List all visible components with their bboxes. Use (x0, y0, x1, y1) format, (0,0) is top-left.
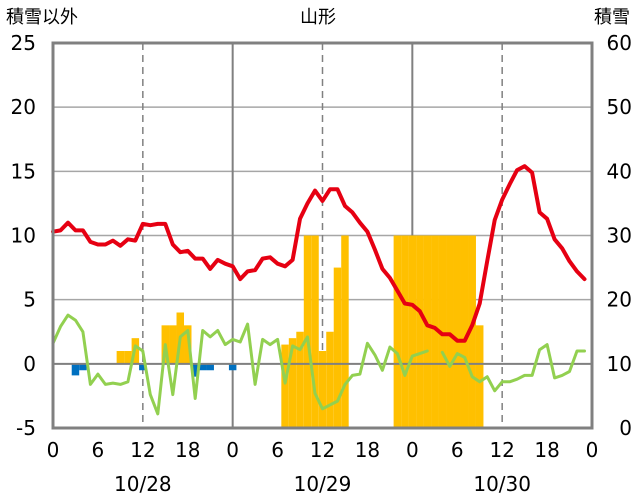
left-axis-tick-label: 20 (11, 95, 36, 119)
precipitation-bar (184, 325, 192, 364)
left-axis-tick-label: 15 (11, 159, 36, 183)
precipitation-bar (116, 351, 125, 364)
right-axis-tick-label: 60 (607, 31, 632, 55)
precipitation-bar (169, 325, 177, 364)
x-axis-hour-label: 18 (355, 438, 380, 462)
snow-depth-bar (288, 338, 297, 428)
left-axis-tick-label: 0 (23, 352, 36, 376)
right-axis-tick-label: 40 (607, 159, 632, 183)
snow-depth-bar (341, 235, 349, 428)
snow-depth-bar (326, 331, 334, 428)
x-axis-date-label: 10/30 (473, 472, 531, 496)
x-axis-hour-label: 12 (489, 438, 514, 462)
x-axis-hour-label: 0 (226, 438, 239, 462)
x-axis-hour-label: 0 (47, 438, 60, 462)
right-axis-tick-label: 20 (607, 288, 632, 312)
right-axis-tick-label: 0 (619, 416, 632, 440)
snow-depth-bar (475, 325, 484, 428)
snow-depth-bar (393, 235, 402, 428)
right-axis-label: 積雪 (594, 7, 630, 28)
left-axis-tick-label: 25 (11, 31, 36, 55)
snow-depth-bar (460, 235, 469, 428)
x-axis-hour-label: 12 (310, 438, 335, 462)
snow-depth-bar (281, 344, 289, 428)
precipitation-bar (198, 363, 207, 371)
x-axis-hour-label: 0 (406, 438, 419, 462)
snow-depth-bar (401, 235, 409, 428)
left-axis-tick-label: -5 (16, 416, 36, 440)
snow-depth-bar (303, 235, 312, 428)
precipitation-bar (71, 363, 80, 376)
snow-depth-bar (296, 331, 304, 428)
left-axis-label: 積雪以外 (6, 7, 78, 28)
snow-depth-bar (333, 267, 342, 428)
right-axis-tick-label: 50 (607, 95, 632, 119)
x-axis-date-label: 10/29 (294, 472, 352, 496)
x-axis-hour-label: 18 (534, 438, 559, 462)
snow-depth-bar (408, 235, 417, 428)
right-axis-tick-label: 30 (607, 224, 632, 248)
chart-title: 山形 (300, 7, 336, 28)
snow-depth-bar (431, 235, 439, 428)
precipitation-bar (124, 351, 132, 364)
snow-depth-bar (318, 351, 327, 428)
left-axis-tick-label: 10 (11, 224, 36, 248)
x-axis-date-label: 10/28 (114, 472, 172, 496)
plot-frame (51, 41, 594, 430)
snow-depth-bar (446, 235, 454, 428)
precipitation-bar (79, 363, 87, 371)
snow-depth-bar (468, 235, 476, 428)
wind-line (51, 313, 586, 416)
x-axis-hour-label: 6 (451, 438, 464, 462)
x-axis-hour-label: 18 (175, 438, 200, 462)
precipitation-bar (191, 363, 199, 377)
x-axis-hour-label: 12 (130, 438, 155, 462)
snow-depth-bar (311, 235, 319, 428)
right-axis-tick-label: 10 (607, 352, 632, 376)
snow-depth-bar (453, 235, 461, 428)
snow-depth-bar (423, 235, 432, 428)
x-axis-hour-label: 6 (271, 438, 284, 462)
precipitation-bar (206, 363, 214, 371)
x-axis-hour-label: 0 (586, 438, 599, 462)
left-axis-tick-label: 5 (23, 288, 36, 312)
precipitation-bar (139, 363, 147, 371)
temperature-line (51, 164, 587, 343)
precipitation-bar (228, 363, 237, 371)
x-axis-hour-label: 6 (92, 438, 105, 462)
snow-depth-bar (416, 235, 424, 428)
